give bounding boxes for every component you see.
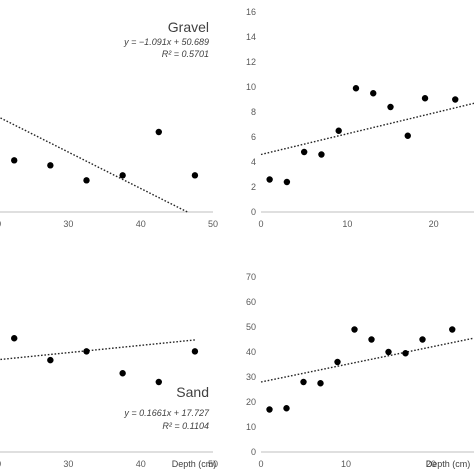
y-tick-labels: 0 10 20 30 40 50 60 70 [246,272,256,457]
y-tick-label: 14 [246,32,256,42]
y-tick-label: 6 [251,132,256,142]
data-point [318,151,325,158]
data-point [119,172,126,179]
x-tick-label: 20 [426,459,436,469]
x-tick-label: 40 [136,219,146,229]
data-point [83,177,90,184]
x-tick-labels: 20 30 40 50 [0,459,218,469]
x-tick-label: 20 [429,219,439,229]
trendline [260,337,474,383]
data-point [191,172,199,179]
data-point [352,85,360,92]
x-tick-label: 10 [341,459,351,469]
data-point [191,348,199,355]
data-point [300,148,308,156]
data-point [421,95,429,102]
data-point [419,336,426,343]
data-point [266,406,273,413]
panel-top-right: 0 10 20 0 2 4 6 8 10 12 14 16 [246,7,474,229]
data-point [155,378,162,386]
data-point [47,356,54,364]
data-point [452,96,459,103]
data-point [11,335,18,342]
y-tick-label: 12 [246,57,256,67]
data-point [11,157,18,164]
panel-bottom-right: 0 10 20 0 10 20 30 40 50 60 70 Depth (cm) [246,272,474,469]
data-point [283,405,290,412]
data-point [404,132,411,139]
x-tick-labels: 20 30 40 50 [0,219,218,229]
y-tick-label: 8 [251,107,256,117]
data-point [335,127,342,134]
data-points [11,128,199,184]
data-point [283,178,291,186]
r-squared-label: R² = 0.1104 [162,421,209,431]
data-points [11,335,199,386]
y-tick-label: 10 [246,82,256,92]
x-tick-label: 0 [258,459,263,469]
trendline-path [0,116,189,213]
trendline-path [260,337,474,383]
panel-title: Gravel [168,19,209,35]
y-tick-labels: 0 2 4 6 8 10 12 14 16 [246,7,256,217]
trendline [260,102,474,156]
trendline-path [260,102,474,156]
y-tick-label: 60 [246,297,256,307]
x-tick-labels: 0 10 20 [258,459,436,469]
y-tick-label: 16 [246,7,256,17]
y-tick-label: 10 [246,422,256,432]
data-point [334,358,341,366]
y-tick-label: 50 [246,322,256,332]
x-axis-title: Depth (cm) [426,459,471,469]
data-point [155,128,162,136]
y-tick-label: 0 [251,207,256,217]
x-tick-labels: 0 10 20 [258,219,438,229]
data-points [266,85,459,186]
data-point [266,176,273,183]
panel-title: Sand [176,384,209,400]
data-point [449,326,456,333]
y-tick-label: 40 [246,347,256,357]
x-tick-label: 40 [136,459,146,469]
y-tick-label: 20 [246,397,256,407]
data-point [351,326,358,333]
y-tick-label: 30 [246,372,256,382]
data-point [83,348,90,355]
x-tick-label: 50 [208,459,218,469]
x-tick-label: 30 [63,219,73,229]
panel-sand: 20 30 40 50 Sand y = 0.1661x + 17.727 R² = … [0,335,218,469]
data-point [385,348,392,356]
r-squared-label: R² = 0.5701 [162,49,209,59]
x-tick-label: 0 [258,219,263,229]
data-point [119,370,126,377]
data-point [370,90,377,97]
x-tick-label: 50 [208,219,218,229]
data-point [300,378,307,386]
x-tick-label: 20 [0,219,1,229]
y-tick-label: 4 [251,157,256,167]
x-axis-title: Depth (cm) [172,459,217,469]
y-tick-label: 2 [251,182,256,192]
data-point [317,380,324,387]
y-tick-label: 0 [251,447,256,457]
data-point [387,103,394,111]
y-tick-label: 70 [246,272,256,282]
equation-label: y = 0.1661x + 17.727 [123,408,210,418]
data-point [402,350,409,357]
data-points [266,326,456,413]
data-point [47,162,54,169]
x-tick-label: 20 [0,459,1,469]
x-tick-label: 10 [342,219,352,229]
trendline [0,116,189,213]
data-point [368,336,375,343]
x-tick-label: 30 [63,459,73,469]
equation-label: y = −1.091x + 50.689 [123,37,209,47]
panel-gravel: 20 30 40 50 Gravel y = −1.091x + 50.689 R² … [0,19,218,229]
